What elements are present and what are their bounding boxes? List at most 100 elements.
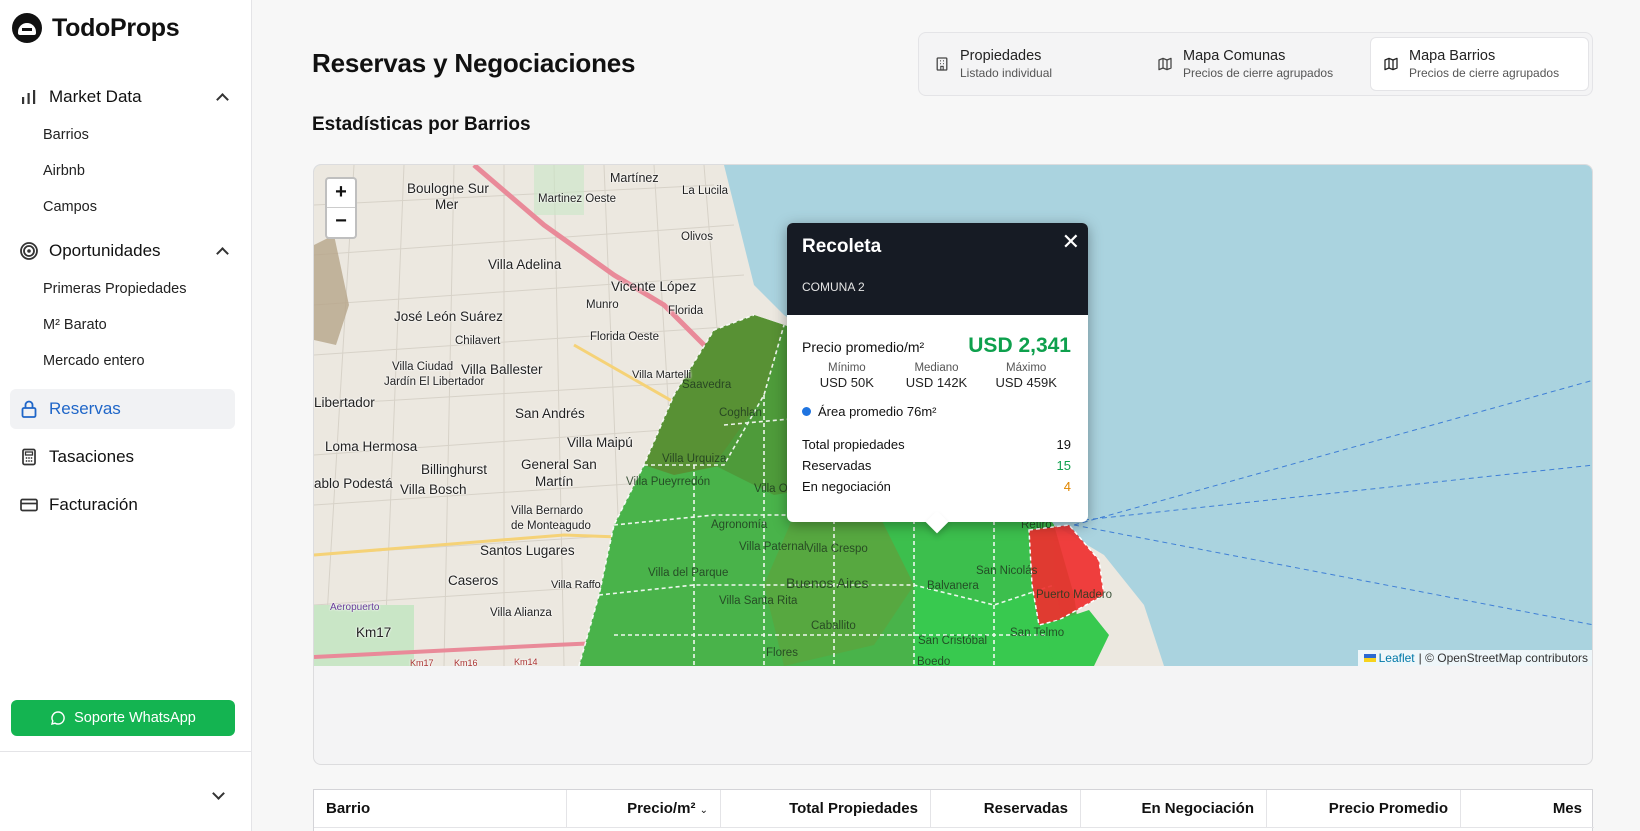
map-card: Martínez Boulogne Sur Mer Martinez Oeste… bbox=[313, 164, 1593, 765]
row-reservadas: Reservadas 15 bbox=[802, 455, 1071, 476]
column-header-mes[interactable]: Mes bbox=[1552, 800, 1582, 817]
sidebar-item-campos[interactable]: Campos bbox=[43, 199, 97, 215]
map-label: Boedo bbox=[917, 656, 951, 666]
map-label: Martínez bbox=[610, 171, 659, 185]
map-label: Florida bbox=[668, 305, 704, 317]
chevron-up-icon bbox=[216, 93, 229, 106]
tab-sublabel: Precios de cierre agrupados bbox=[1183, 65, 1334, 80]
app-name: TodoProps bbox=[52, 13, 180, 42]
map-label: Villa Bosch bbox=[400, 482, 467, 497]
sidebar-item-label: Tasaciones bbox=[49, 447, 135, 466]
row-value: 19 bbox=[1056, 437, 1071, 452]
map-label: Villa del Parque bbox=[648, 567, 729, 579]
sidebar-item-mercado-entero[interactable]: Mercado entero bbox=[43, 353, 145, 369]
map-label: Flores bbox=[766, 647, 798, 659]
zoom-out-button[interactable]: − bbox=[335, 210, 347, 232]
map-label: Florida Oeste bbox=[590, 331, 660, 343]
map-label: Puerto Madero bbox=[1036, 589, 1113, 601]
chevron-down-icon[interactable] bbox=[212, 787, 225, 800]
target-icon bbox=[19, 241, 39, 261]
map-label: Villa Raffo bbox=[551, 579, 601, 591]
row-label: Reservadas bbox=[802, 458, 872, 473]
map-label: Martinez Oeste bbox=[538, 193, 616, 205]
nav-group-market-data: Market Data Barrios Airbnb Campos bbox=[10, 77, 235, 225]
page-title: Reservas y Negociaciones bbox=[312, 48, 636, 78]
map-label: Caseros bbox=[448, 573, 499, 588]
map-label: Santos Lugares bbox=[480, 543, 575, 558]
row-total: Total propiedades 19 bbox=[802, 434, 1071, 455]
column-header-total[interactable]: Total Propiedades bbox=[721, 790, 931, 827]
close-icon[interactable]: ✕ bbox=[1061, 229, 1080, 254]
bar-chart-icon bbox=[19, 87, 39, 107]
tab-label: Propiedades bbox=[960, 47, 1042, 64]
map-label: Vicente López bbox=[611, 279, 697, 294]
whatsapp-icon bbox=[50, 710, 66, 726]
view-tabs: Propiedades Listado individual Mapa Comu… bbox=[918, 32, 1593, 96]
stat-mediano: Mediano USD 142K bbox=[892, 362, 982, 390]
sidebar-item-tasaciones[interactable]: Tasaciones bbox=[10, 437, 235, 477]
map-icon bbox=[1383, 56, 1399, 72]
sidebar-item-primeras-propiedades[interactable]: Primeras Propiedades bbox=[43, 281, 187, 297]
area-row: Área promedio 76m² bbox=[802, 404, 1071, 419]
stat-label: Máximo bbox=[1006, 362, 1047, 374]
map-label: Buenos Aires bbox=[786, 575, 869, 591]
sidebar-item-facturacion[interactable]: Facturación bbox=[10, 485, 235, 525]
area-text: Área promedio 76m² bbox=[818, 404, 937, 419]
sidebar-item-label: Facturación bbox=[49, 495, 138, 514]
osm-attribution-text: | © OpenStreetMap contributors bbox=[1418, 651, 1588, 665]
sidebar-item-barrios[interactable]: Barrios bbox=[43, 127, 89, 143]
map-label: Villa Santa Rita bbox=[719, 595, 798, 607]
nav-group-market-data-toggle[interactable]: Market Data bbox=[10, 77, 235, 117]
map-label: Villa Maipú bbox=[567, 435, 633, 450]
leaflet-link-text: Leaflet bbox=[1378, 651, 1415, 665]
barrios-table: Barrio Precio/m² ⌄ Total Propiedades Res… bbox=[313, 789, 1594, 831]
map-icon bbox=[1157, 56, 1173, 72]
barrios-map[interactable]: Martínez Boulogne Sur Mer Martinez Oeste… bbox=[314, 165, 1592, 666]
map-label: Agronomía bbox=[711, 519, 768, 531]
popup-subtitle: COMUNA 2 bbox=[802, 280, 865, 294]
price-row: Precio promedio/m² USD 2,341 bbox=[802, 334, 1071, 358]
chevron-up-icon bbox=[216, 247, 229, 260]
row-value: 15 bbox=[1056, 458, 1071, 473]
brand[interactable]: TodoProps bbox=[12, 13, 180, 43]
tab-propiedades[interactable]: Propiedades Listado individual bbox=[922, 37, 1144, 91]
map-label: Olivos bbox=[681, 231, 713, 243]
whatsapp-support-button[interactable]: Soporte WhatsApp bbox=[11, 700, 235, 736]
building-icon bbox=[934, 56, 950, 72]
column-header-reservadas[interactable]: Reservadas bbox=[931, 790, 1081, 827]
map-label: Boulogne Sur bbox=[407, 181, 489, 196]
map-label: Jardín El Libertador bbox=[384, 376, 485, 388]
tab-mapa-comunas[interactable]: Mapa Comunas Precios de cierre agrupados bbox=[1145, 37, 1367, 91]
column-header-precio-m2[interactable]: Precio/m² ⌄ bbox=[567, 790, 721, 827]
column-header-precio-promedio[interactable]: Precio Promedio bbox=[1267, 790, 1461, 827]
map-label: San Cristóbal bbox=[918, 635, 988, 647]
stat-label: Mediano bbox=[914, 362, 959, 374]
stat-value: USD 142K bbox=[905, 375, 968, 390]
map-label: Villa Pueyrredón bbox=[626, 476, 711, 488]
map-label: Km17 bbox=[356, 625, 392, 640]
map-label: Munro bbox=[586, 299, 619, 311]
map-base-layer bbox=[314, 165, 1592, 666]
map-label: San Nicolás bbox=[976, 565, 1038, 577]
map-label: Caballito bbox=[811, 620, 856, 632]
sidebar-divider bbox=[0, 751, 251, 752]
stat-maximo: Máximo USD 459K bbox=[981, 362, 1071, 390]
tab-sublabel: Listado individual bbox=[960, 65, 1053, 80]
sidebar-item-airbnb[interactable]: Airbnb bbox=[43, 163, 85, 179]
sidebar-item-m2-barato[interactable]: M² Barato bbox=[43, 317, 107, 333]
zoom-in-button[interactable]: + bbox=[327, 179, 355, 208]
sidebar-item-label: Reservas bbox=[49, 399, 121, 418]
sidebar-item-reservas[interactable]: Reservas bbox=[10, 389, 235, 429]
tab-label: Mapa Comunas bbox=[1183, 47, 1286, 64]
nav-group-oportunidades-toggle[interactable]: Oportunidades bbox=[10, 231, 235, 271]
map-attribution: Leaflet | © OpenStreetMap contributors bbox=[1357, 650, 1592, 666]
zoom-control: + − bbox=[325, 177, 357, 239]
tab-mapa-barrios[interactable]: Mapa Barrios Precios de cierre agrupados bbox=[1370, 37, 1589, 91]
popup-body: Precio promedio/m² USD 2,341 Mínimo USD … bbox=[787, 334, 1088, 497]
leaflet-link[interactable]: Leaflet bbox=[1363, 651, 1415, 665]
column-header-barrio[interactable]: Barrio bbox=[314, 790, 567, 827]
tab-sublabel: Precios de cierre agrupados bbox=[1409, 65, 1560, 80]
map-label: Billinghurst bbox=[421, 462, 488, 477]
column-header-negociacion[interactable]: En Negociación bbox=[1081, 790, 1267, 827]
popup-counts: Total propiedades 19 Reservadas 15 En ne… bbox=[802, 434, 1071, 497]
